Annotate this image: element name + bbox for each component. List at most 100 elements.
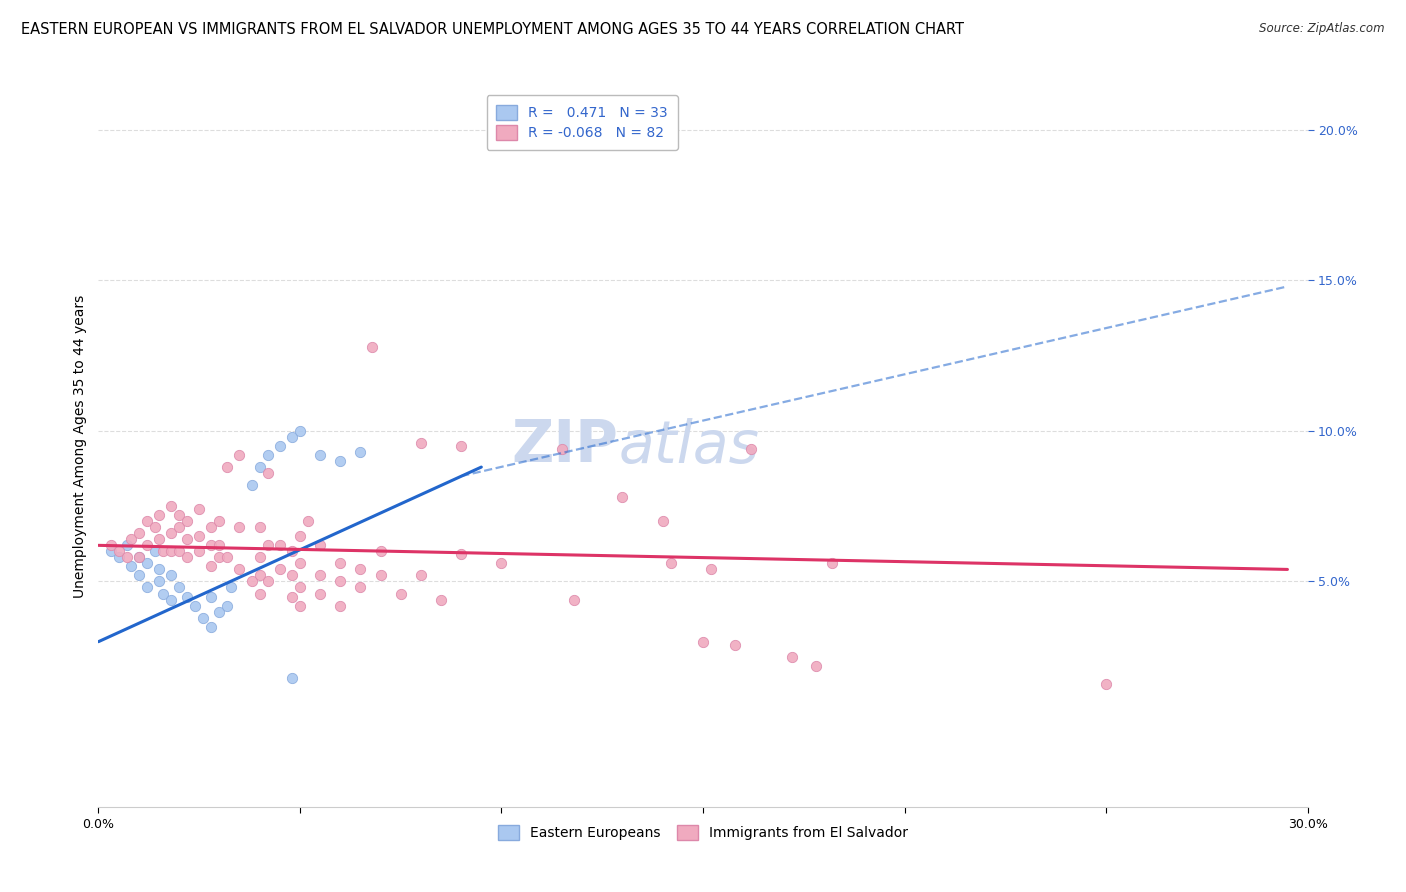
Point (309, 448, 332, 462)
Point (612, 490, 634, 504)
Point (450, 548, 472, 562)
Point (148, 562, 170, 576)
Point (228, 448, 250, 462)
Point (491, 557, 513, 571)
Point (651, 514, 673, 528)
Point (200, 538, 222, 552)
Point (217, 550, 239, 565)
Point (821, 557, 844, 571)
Point (370, 544, 392, 558)
Point (804, 658, 827, 673)
Point (740, 442, 762, 456)
Point (349, 581, 371, 595)
Point (256, 448, 278, 462)
Point (115, 550, 138, 565)
Point (329, 574, 352, 589)
Point (135, 581, 157, 595)
Point (221, 581, 243, 595)
Point (309, 586, 332, 600)
Text: ZIP: ZIP (512, 417, 619, 475)
Point (361, 340, 384, 354)
Point (107, 544, 129, 558)
Point (1095, 677, 1118, 691)
Point (281, 568, 304, 582)
Point (135, 557, 157, 571)
Point (100, 538, 122, 552)
Point (135, 514, 157, 528)
Point (329, 557, 352, 571)
Point (176, 533, 198, 547)
Point (167, 581, 190, 595)
Point (430, 592, 453, 607)
Point (100, 544, 122, 558)
Point (115, 538, 138, 552)
Point (107, 550, 129, 565)
Point (135, 538, 157, 552)
Point (281, 544, 304, 558)
Point (228, 520, 250, 534)
Point (256, 574, 278, 589)
Point (148, 508, 170, 523)
Point (269, 439, 291, 453)
Point (249, 460, 271, 475)
Point (217, 460, 239, 475)
Point (200, 559, 222, 574)
Point (208, 538, 231, 552)
Y-axis label: Unemployment Among Ages 35 to 44 years: Unemployment Among Ages 35 to 44 years (73, 294, 87, 598)
Point (208, 605, 231, 619)
Point (288, 529, 311, 543)
Point (249, 520, 271, 534)
Point (167, 544, 190, 558)
Point (152, 544, 174, 558)
Point (152, 586, 174, 600)
Point (167, 508, 190, 523)
Point (450, 439, 472, 453)
Point (389, 586, 412, 600)
Point (409, 436, 432, 450)
Point (160, 544, 183, 558)
Point (176, 590, 198, 604)
Point (281, 590, 304, 604)
Point (249, 550, 271, 565)
Point (176, 550, 198, 565)
Point (167, 520, 190, 534)
Point (160, 568, 183, 582)
Point (128, 568, 150, 582)
Text: Source: ZipAtlas.com: Source: ZipAtlas.com (1260, 22, 1385, 36)
Point (281, 671, 304, 685)
Point (269, 538, 291, 552)
Point (329, 454, 352, 468)
Text: atlas: atlas (619, 417, 759, 475)
Point (370, 568, 392, 582)
Point (240, 574, 263, 589)
Point (217, 599, 239, 613)
Point (297, 514, 319, 528)
Point (288, 599, 311, 613)
Point (184, 599, 207, 613)
Point (780, 649, 803, 664)
Point (148, 533, 170, 547)
Point (128, 550, 150, 565)
Point (200, 590, 222, 604)
Point (208, 550, 231, 565)
Point (288, 557, 311, 571)
Point (692, 634, 714, 648)
Point (228, 562, 250, 576)
Point (208, 514, 231, 528)
Point (256, 538, 278, 552)
Point (160, 592, 183, 607)
Point (256, 466, 278, 480)
Point (120, 559, 142, 574)
Point (176, 514, 198, 528)
Point (269, 562, 291, 576)
Point (249, 586, 271, 600)
Point (329, 599, 352, 613)
Point (143, 544, 166, 558)
Point (188, 544, 211, 558)
Point (160, 500, 183, 514)
Point (309, 538, 332, 552)
Point (128, 526, 150, 541)
Point (188, 529, 211, 543)
Point (120, 533, 142, 547)
Point (143, 520, 166, 534)
